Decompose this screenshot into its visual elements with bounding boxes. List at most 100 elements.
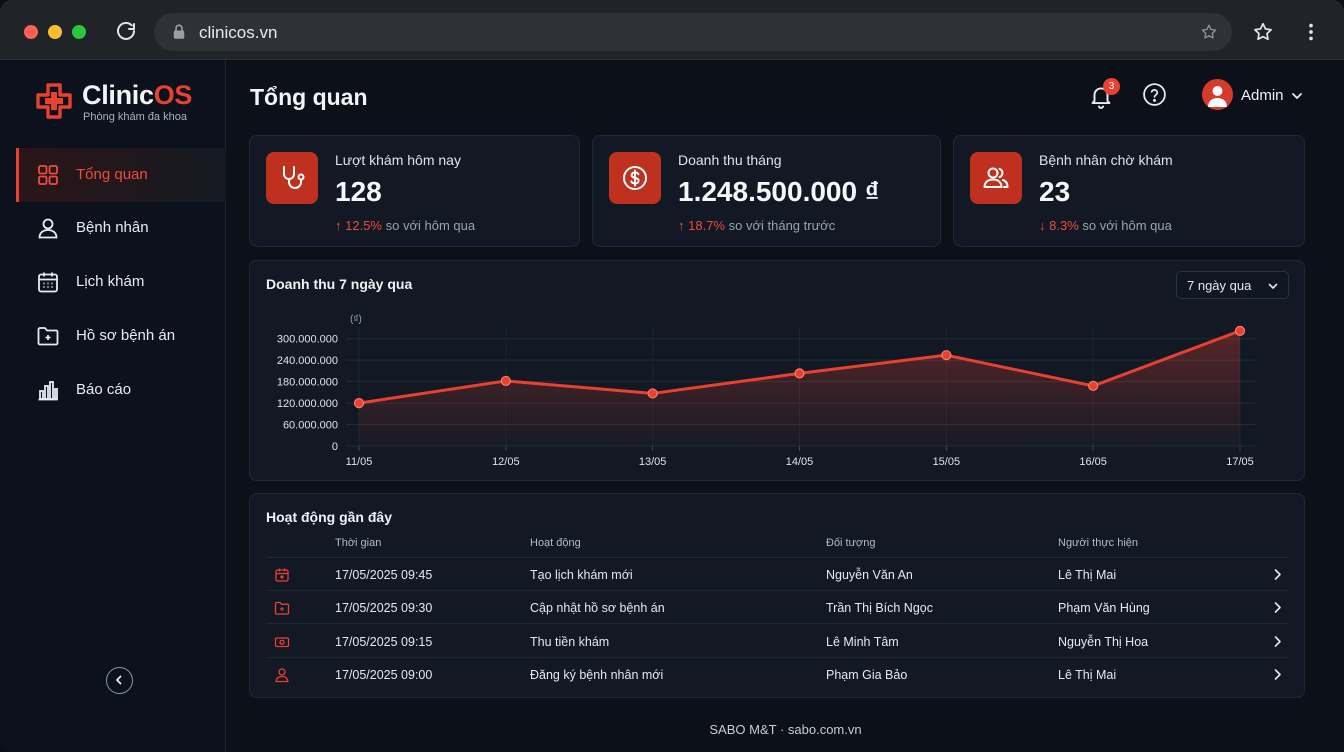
dollar-coin-icon	[623, 166, 647, 190]
row-time: 17/05/2025 09:30	[335, 601, 433, 615]
row-time: 17/05/2025 09:15	[335, 635, 433, 649]
arrow-up-icon: ↑	[678, 218, 689, 233]
x-tick-label: 17/05	[1226, 456, 1254, 468]
sidebar-item-label: Lịch khám	[76, 273, 145, 290]
url-text: clinicos.vn	[199, 23, 278, 42]
stat-label: Lượt khám hôm nay	[335, 152, 461, 168]
row-performer: Phạm Văn Hùng	[1058, 601, 1150, 615]
data-point	[941, 350, 952, 361]
row-action: Thu tiền khám	[530, 635, 610, 649]
lock-icon	[173, 24, 185, 39]
data-point	[353, 397, 365, 409]
stat-label: Doanh thu tháng	[678, 152, 782, 168]
row-performer: Nguyễn Thị Hoa	[1058, 635, 1149, 649]
arrow-down-icon: ↓	[1039, 218, 1050, 233]
chevron-right-icon[interactable]	[1271, 668, 1284, 681]
y-tick-label: 180.000.000	[277, 377, 338, 389]
column-header-action: Hoạt động	[530, 537, 581, 549]
brand-tagline: Phòng khám đa khoa	[83, 111, 187, 123]
stat-card-revenue: Doanh thu tháng 1.248.500.000 ₫ ↑ 18.7% …	[592, 135, 941, 247]
table-row[interactable]: 17/05/2025 09:15 Thu tiền khám Lê Minh T…	[266, 625, 1289, 658]
chevron-right-icon[interactable]	[1271, 568, 1284, 581]
column-header-target: Đối tượng	[826, 537, 876, 549]
row-action: Đăng ký bệnh nhân mới	[530, 668, 664, 682]
y-tick-label: 240.000.000	[277, 355, 338, 367]
folder-icon	[274, 601, 290, 615]
y-tick-label: 60.000.000	[283, 420, 338, 432]
stat-value: 1.248.500.000 ₫	[678, 176, 880, 207]
avatar[interactable]	[1202, 79, 1233, 110]
stethoscope-icon	[283, 166, 305, 189]
stat-value: 128	[335, 176, 382, 207]
sidebar-item-tong-quan[interactable]: Tổng quan	[16, 148, 226, 202]
grid-icon	[38, 165, 58, 185]
row-target: Lê Minh Tâm	[826, 635, 899, 649]
x-tick-label: 16/05	[1079, 456, 1107, 468]
range-select-value: 7 ngày qua	[1187, 278, 1252, 293]
sidebar-item-lich-kham[interactable]: Lịch khám	[16, 255, 226, 309]
chevron-left-icon	[116, 675, 122, 685]
minimize-window-button[interactable]	[48, 25, 62, 39]
close-window-button[interactable]	[24, 25, 38, 39]
data-point	[500, 375, 511, 387]
stat-card-waiting: Bệnh nhân chờ khám 23 ↓ 8.3% so với hôm …	[953, 135, 1305, 247]
row-action: Cập nhật hồ sơ bệnh án	[530, 601, 665, 615]
y-tick-label: 120.000.000	[277, 398, 338, 410]
notification-badge: 3	[1103, 78, 1120, 95]
chevron-right-icon[interactable]	[1271, 601, 1284, 614]
chevron-down-icon[interactable]	[1290, 89, 1304, 103]
stat-trend: ↓ 8.3% so với hôm qua	[1039, 218, 1172, 233]
bookmark-star-icon[interactable]	[1200, 23, 1218, 41]
favorites-star-icon[interactable]	[1252, 21, 1274, 43]
data-point	[647, 388, 658, 399]
y-unit-label: (₫)	[350, 314, 362, 325]
table-row[interactable]: 17/05/2025 09:00 Đăng ký bệnh nhân mới P…	[266, 658, 1289, 691]
maximize-window-button[interactable]	[72, 25, 86, 39]
sidebar-item-label: Tổng quan	[76, 166, 148, 183]
x-tick-label: 12/05	[492, 456, 520, 468]
address-bar[interactable]: clinicos.vn	[154, 13, 1232, 51]
more-menu-icon[interactable]	[1300, 20, 1322, 44]
chevron-right-icon[interactable]	[1271, 635, 1284, 648]
y-tick-label: 0	[332, 441, 338, 453]
y-tick-label: 300.000.000	[277, 334, 338, 346]
main-content: Tổng quan 3 Admin Lượt khám hôm nay 128 …	[227, 60, 1344, 752]
data-point	[1088, 380, 1099, 392]
range-select[interactable]: 7 ngày qua	[1176, 271, 1289, 299]
reload-icon[interactable]	[114, 20, 138, 44]
x-tick-label: 13/05	[639, 456, 667, 468]
x-tick-label: 11/05	[346, 456, 373, 468]
user-icon	[275, 668, 289, 683]
sidebar-item-label: Báo cáo	[76, 381, 132, 398]
user-silhouette-icon	[1208, 86, 1227, 107]
footer-text: SABO M&T · sabo.com.vn	[709, 722, 862, 737]
series-area	[359, 330, 1240, 446]
sidebar-item-benh-nhan[interactable]: Bệnh nhân	[16, 201, 226, 255]
table-row[interactable]: 17/05/2025 09:30 Cập nhật hồ sơ bệnh án …	[266, 591, 1289, 624]
stat-label: Bệnh nhân chờ khám	[1039, 152, 1173, 168]
sidebar-item-label: Hồ sơ bệnh án	[76, 327, 176, 344]
row-target: Trần Thị Bích Ngọc	[826, 601, 933, 615]
sidebar: ClinicOS Phòng khám đa khoa Tổng quan Bệ…	[0, 60, 226, 752]
data-point	[1234, 325, 1246, 336]
calendar-icon	[275, 568, 289, 582]
bar-chart-icon	[38, 381, 58, 401]
stat-icon-box	[609, 152, 661, 204]
help-icon[interactable]	[1142, 82, 1167, 107]
x-tick-label: 15/05	[933, 456, 961, 468]
collapse-sidebar-button[interactable]	[106, 667, 133, 694]
clinic-app: ClinicOS Phòng khám đa khoa Tổng quan Bệ…	[0, 60, 1344, 752]
stat-trend: ↑ 18.7% so với tháng trước	[678, 218, 836, 233]
sidebar-item-ho-so-benh-an[interactable]: Hồ sơ bệnh án	[16, 309, 226, 363]
table-row[interactable]: 17/05/2025 09:45 Tạo lịch khám mới Nguyễ…	[266, 558, 1289, 591]
row-time: 17/05/2025 09:00	[335, 668, 433, 682]
activity-title: Hoạt động gần đây	[266, 509, 392, 525]
user-name[interactable]: Admin	[1241, 87, 1284, 104]
stat-icon-box	[970, 152, 1022, 204]
revenue-chart-card: Doanh thu 7 ngày qua 7 ngày qua 0 60.000.…	[249, 260, 1305, 481]
x-tick-label: 14/05	[786, 456, 814, 468]
activity-table-header: Thời gian Hoạt động Đối tượng Người thực…	[266, 534, 1289, 558]
page-title: Tổng quan	[250, 84, 368, 110]
sidebar-item-bao-cao[interactable]: Báo cáo	[16, 363, 226, 417]
